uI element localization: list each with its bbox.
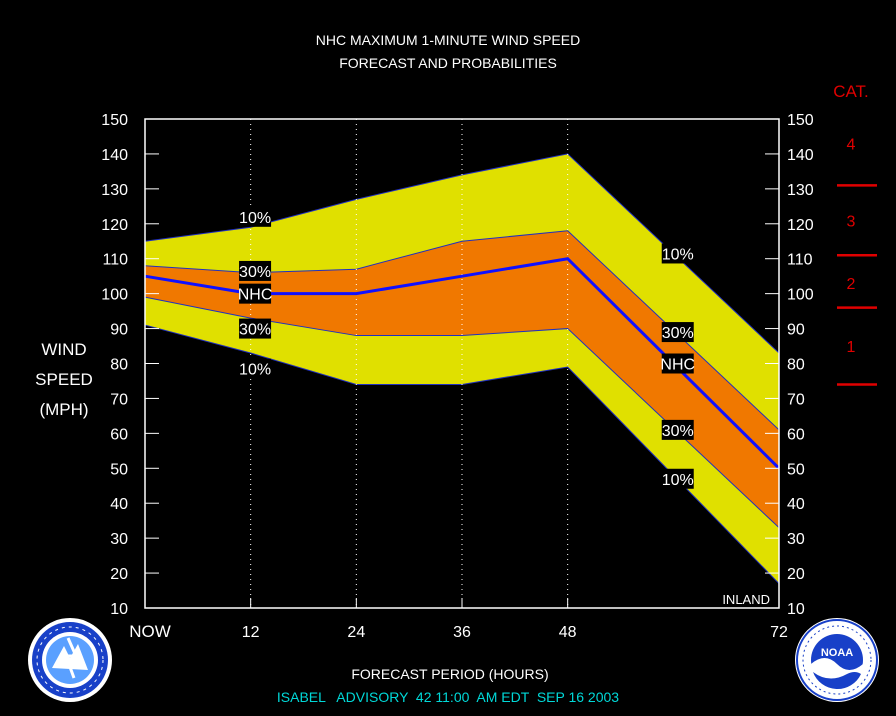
band-label-box (661, 243, 694, 264)
y-tick-label-right: 110 (787, 252, 813, 269)
band-label: 10% (662, 472, 694, 489)
band-label-box (661, 353, 694, 374)
y-tick-label-left: 90 (110, 322, 128, 339)
x-tick-label-NOW: NOW (129, 622, 171, 641)
y-tick-label-left: 30 (110, 531, 128, 548)
x-tick-label-48: 48 (559, 624, 577, 641)
category-label-1: 1 (847, 339, 856, 356)
band-label: 30% (239, 264, 271, 281)
band-label: 30% (662, 423, 694, 440)
x-tick-label-24: 24 (347, 624, 365, 641)
y-tick-label-right: 50 (787, 461, 805, 478)
y-axis-label-line-2: SPEED (35, 370, 93, 389)
band-label-box (239, 358, 272, 379)
y-tick-label-right: 130 (787, 182, 814, 199)
band-label: NHC (660, 357, 695, 374)
chart-title: NHC MAXIMUM 1-MINUTE WIND SPEED (316, 32, 580, 48)
inland-label: INLAND (722, 592, 770, 607)
y-tick-label-right: 80 (787, 357, 805, 374)
band-edge-upper-30 (144, 230, 780, 431)
y-tick-label-left: 70 (110, 391, 128, 408)
band-label-box (661, 322, 694, 343)
band-label: 30% (662, 325, 694, 342)
y-tick-label-right: 100 (787, 287, 814, 304)
nhc-forecast-line (144, 257, 781, 470)
nws-logo (28, 618, 112, 702)
band-label-box (239, 260, 272, 281)
noaa-logo: NOAA (795, 618, 879, 702)
band-30-percent (145, 230, 779, 528)
y-tick-label-right: 120 (787, 217, 814, 234)
x-tick-label-72: 72 (770, 624, 788, 641)
y-tick-label-left: 130 (101, 182, 128, 199)
y-tick-label-left: 40 (110, 496, 128, 513)
category-label-4: 4 (847, 136, 856, 153)
y-axis-label-line-3: (MPH) (39, 400, 88, 419)
y-tick-label-right: 140 (787, 147, 814, 164)
y-tick-label-left: 20 (110, 566, 128, 583)
y-tick-label-right: 70 (787, 391, 805, 408)
y-tick-label-right: 10 (787, 601, 805, 618)
y-axis-label-line-1: WIND (41, 340, 86, 359)
x-tick-label-12: 12 (242, 624, 260, 641)
cat-header: CAT. (833, 82, 869, 101)
y-tick-label-right: 60 (787, 426, 805, 443)
band-label: NHC (238, 287, 273, 304)
noaa-logo-letters: NOAA (821, 647, 853, 659)
category-label-2: 2 (847, 276, 856, 293)
y-tick-label-left: 140 (101, 147, 128, 164)
advisory-footer: ISABEL ADVISORY 42 11:00 AM EDT SEP 16 2… (277, 689, 619, 705)
band-label-box (239, 206, 272, 227)
band-label-box (239, 318, 272, 339)
y-tick-label-left: 60 (110, 426, 128, 443)
y-tick-label-left: 10 (110, 601, 128, 618)
band-label: 10% (662, 246, 694, 263)
band-label-box (239, 283, 272, 304)
x-tick-label-36: 36 (453, 624, 471, 641)
band-label: 30% (239, 322, 271, 339)
band-edge-lower-10 (144, 324, 780, 584)
y-tick-label-left: 100 (101, 287, 128, 304)
band-label-box (661, 468, 694, 489)
plot-area: 10 10 20 20 30 30 40 40 50 50 60 60 70 70 80 80 90 90 100 1… (101, 112, 877, 641)
y-tick-label-right: 150 (787, 112, 814, 129)
y-tick-label-right: 40 (787, 496, 805, 513)
category-label-3: 3 (847, 213, 856, 230)
y-tick-label-left: 50 (110, 461, 128, 478)
y-tick-label-left: 80 (110, 357, 128, 374)
y-tick-label-right: 20 (787, 566, 805, 583)
y-tick-label-right: 30 (787, 531, 805, 548)
y-tick-label-right: 90 (787, 322, 805, 339)
y-tick-label-left: 150 (101, 112, 128, 129)
x-axis-label: FORECAST PERIOD (HOURS) (351, 666, 548, 682)
band-edge-lower-30 (144, 296, 780, 529)
y-tick-label-left: 120 (101, 217, 128, 234)
band-label: 10% (239, 210, 271, 227)
band-label-box (661, 419, 694, 440)
band-10-percent (145, 153, 779, 584)
band-label: 10% (239, 362, 271, 379)
y-tick-label-left: 110 (102, 252, 128, 269)
band-edge-upper-10 (144, 153, 780, 354)
chart-subtitle: FORECAST AND PROBABILITIES (339, 55, 557, 71)
